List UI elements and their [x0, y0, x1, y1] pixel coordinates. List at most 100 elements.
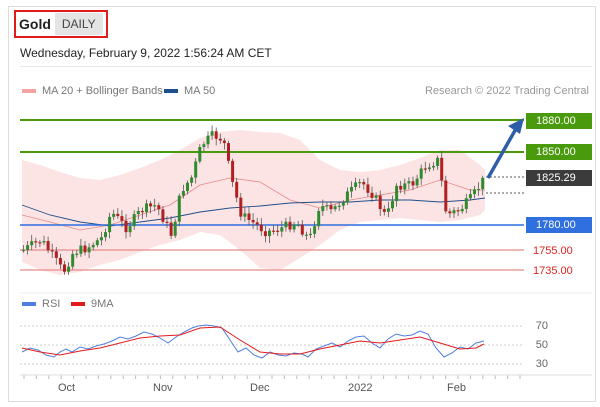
legend-ma50-label: MA 50 — [184, 85, 216, 97]
x-label-oct: Oct — [58, 382, 76, 394]
timeframe-button[interactable]: DAILY — [54, 13, 103, 35]
candle-body — [309, 233, 312, 236]
candle-body — [104, 232, 107, 238]
candle-body — [464, 198, 468, 209]
candle-body — [132, 214, 136, 227]
candle-body — [456, 210, 460, 212]
candle-body — [276, 230, 280, 232]
symbol-header: Gold DAILY — [14, 10, 108, 38]
candle-body — [71, 254, 75, 267]
candle-body — [440, 157, 444, 181]
candle-body — [288, 221, 292, 230]
candle-body — [222, 140, 226, 144]
candle-body — [239, 197, 243, 217]
candle-body — [161, 209, 165, 222]
candle-body — [227, 143, 230, 161]
copyright-text: Research © 2022 Trading Central — [424, 85, 589, 97]
candle-body — [468, 194, 472, 199]
candle-body — [407, 181, 411, 184]
x-label-nov: Nov — [153, 382, 173, 394]
candle-body — [329, 205, 333, 210]
candle-body — [427, 167, 431, 170]
candle-body — [165, 221, 169, 223]
candle-body — [395, 185, 399, 202]
candle-body — [268, 230, 271, 237]
legend-bollinger: MA 20 + Bollinger Bands — [22, 85, 163, 97]
level-label-s2: 1735.00 — [533, 265, 573, 277]
level-label-r1: 1850.00 — [526, 144, 592, 160]
candle-body — [83, 245, 87, 253]
candle-body — [399, 185, 403, 190]
candle-body — [67, 266, 71, 272]
legend-bollinger-label: MA 20 + Bollinger Bands — [42, 85, 163, 97]
candle-body — [337, 205, 341, 207]
level-label-r2: 1880.00 — [526, 113, 592, 129]
candle-body — [231, 160, 235, 182]
candle-body — [198, 146, 202, 162]
legend-ma50: MA 50 — [164, 85, 215, 97]
candle-body — [38, 242, 42, 244]
level-label-pivot: 1780.00 — [526, 217, 592, 233]
candle-body — [202, 144, 206, 147]
candle-body — [325, 205, 329, 207]
candle-body — [452, 210, 456, 214]
candle-body — [46, 241, 50, 251]
candle-body — [432, 165, 435, 168]
rsi-axis-50: 50 — [535, 339, 548, 351]
candle-body — [112, 213, 116, 217]
candle-body — [403, 183, 407, 190]
candle-body — [120, 216, 124, 221]
candle-body — [415, 178, 419, 186]
candle-body — [177, 195, 181, 222]
candle-body — [149, 203, 153, 207]
ma9-swatch — [71, 302, 85, 306]
candle-body — [181, 191, 185, 196]
bollinger-band — [22, 130, 485, 275]
legend-ma9-label: 9MA — [91, 298, 114, 310]
projection-arrow-head — [508, 118, 524, 134]
candle-body — [477, 189, 481, 191]
candle-body — [247, 213, 251, 220]
candle-body — [345, 191, 349, 203]
candle-body — [341, 202, 345, 206]
candle-body — [259, 224, 263, 232]
candle-body — [108, 216, 112, 233]
candle-body — [284, 221, 288, 228]
rsi-axis-70: 70 — [535, 320, 548, 332]
candle-body — [87, 247, 91, 253]
candle-body — [333, 206, 337, 210]
candle-body — [42, 241, 46, 243]
candle-body — [186, 182, 189, 192]
x-axis-ticks — [23, 375, 521, 379]
candle-body — [95, 240, 99, 246]
candle-body — [313, 226, 317, 234]
candle-body — [30, 241, 34, 246]
candle-body — [34, 241, 38, 243]
candle-body — [292, 224, 296, 230]
candle-body — [99, 237, 103, 241]
ma50-swatch — [164, 89, 178, 93]
level-label-s1: 1755.00 — [533, 245, 573, 257]
candle-body — [411, 181, 415, 186]
candle-body — [366, 184, 370, 193]
candle-body — [173, 221, 177, 236]
candle-body — [263, 231, 267, 237]
candle-body — [460, 208, 464, 212]
candle-body — [235, 181, 239, 198]
x-label-feb: Feb — [447, 382, 466, 394]
candle-body — [444, 180, 448, 212]
candle-body — [304, 234, 308, 236]
candle-body — [362, 182, 366, 185]
candlestick-series — [22, 125, 485, 275]
candle-body — [354, 182, 358, 187]
candle-body — [423, 168, 427, 170]
candle-body — [272, 230, 276, 232]
candle-body — [382, 209, 386, 212]
candle-body — [26, 245, 30, 250]
candle-body — [206, 135, 210, 145]
projection-arrow-line — [486, 126, 519, 179]
candle-body — [374, 195, 378, 198]
candle-body — [243, 213, 247, 217]
symbol-name: Gold — [19, 16, 51, 32]
